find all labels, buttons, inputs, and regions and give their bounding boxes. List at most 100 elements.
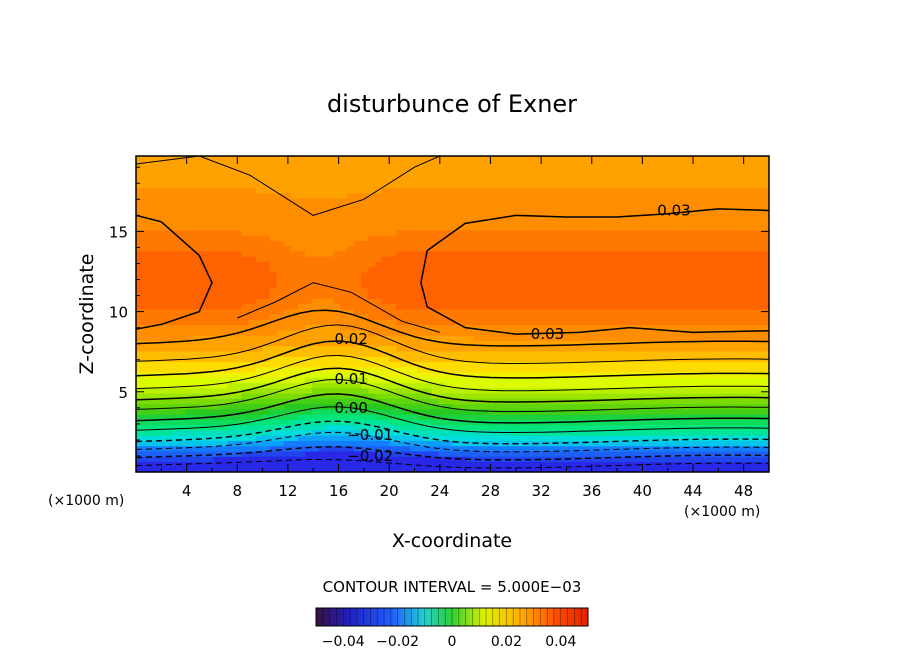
field-cell	[536, 208, 545, 215]
field-cell	[178, 224, 186, 231]
field-cell	[410, 266, 418, 273]
field-cell	[417, 324, 425, 331]
field-cell	[297, 340, 306, 347]
field-cell	[332, 440, 341, 447]
field-cell	[234, 456, 243, 463]
field-cell	[213, 161, 221, 168]
field-cell	[136, 456, 144, 463]
field-cell	[375, 450, 383, 457]
field-cell	[670, 466, 679, 472]
field-cell	[389, 324, 397, 331]
field-cell	[572, 235, 580, 241]
field-cell	[698, 208, 707, 215]
field-cell	[705, 371, 714, 378]
field-cell	[579, 424, 587, 431]
field-cell	[311, 182, 320, 189]
field-cell	[311, 245, 320, 252]
field-cell	[241, 303, 250, 310]
field-cell	[466, 340, 475, 347]
field-cell	[586, 303, 594, 310]
field-cell	[607, 377, 615, 384]
field-cell	[438, 229, 447, 236]
field-cell	[220, 198, 229, 204]
field-cell	[691, 182, 700, 189]
field-cell	[536, 440, 545, 447]
field-cell	[705, 250, 714, 257]
field-cell	[318, 192, 327, 199]
field-cell	[522, 229, 531, 236]
field-cell	[529, 403, 538, 410]
field-cell	[171, 350, 179, 357]
field-cell	[698, 345, 707, 352]
field-cell	[389, 303, 397, 310]
field-cell	[635, 408, 643, 415]
field-cell	[192, 345, 200, 352]
field-cell	[501, 177, 510, 183]
field-cell	[522, 366, 531, 373]
field-cell	[234, 182, 243, 189]
field-cell	[621, 282, 629, 289]
field-cell	[628, 266, 636, 273]
field-cell	[269, 393, 278, 399]
field-cell	[213, 377, 221, 384]
field-cell	[586, 324, 594, 331]
field-cell	[276, 203, 285, 210]
field-cell	[255, 314, 264, 320]
field-cell	[417, 361, 425, 368]
field-cell	[712, 187, 721, 194]
field-cell	[185, 229, 193, 236]
field-cell	[234, 292, 243, 299]
field-cell	[586, 198, 594, 204]
field-cell	[164, 387, 172, 394]
field-cell	[283, 429, 292, 436]
field-cell	[508, 208, 517, 215]
field-cell	[459, 166, 468, 173]
field-cell	[396, 371, 404, 378]
field-cell	[579, 408, 587, 415]
field-cell	[494, 361, 503, 368]
field-cell	[241, 245, 250, 252]
field-cell	[347, 466, 355, 472]
field-cell	[375, 287, 383, 294]
field-cell	[361, 266, 369, 273]
field-cell	[248, 445, 257, 452]
field-cell	[614, 366, 622, 373]
field-cell	[297, 208, 306, 215]
field-cell	[607, 303, 615, 310]
field-cell	[417, 177, 425, 183]
field-cell	[185, 414, 193, 420]
field-cell	[536, 271, 545, 278]
field-cell	[269, 208, 278, 215]
field-cell	[192, 319, 200, 326]
field-cell	[508, 292, 517, 299]
field-cell	[304, 298, 313, 305]
field-cell	[318, 271, 327, 278]
field-cell	[375, 329, 383, 336]
field-cell	[227, 166, 236, 173]
field-cell	[290, 292, 299, 299]
field-cell	[227, 245, 236, 252]
field-cell	[684, 419, 693, 426]
field-cell	[663, 298, 672, 305]
field-cell	[361, 187, 369, 194]
field-cell	[157, 419, 165, 426]
field-cell	[642, 350, 651, 357]
field-cell	[543, 166, 552, 173]
field-cell	[417, 393, 425, 399]
field-cell	[600, 435, 608, 441]
field-cell	[269, 398, 278, 405]
field-cell	[255, 461, 264, 468]
field-cell	[670, 319, 679, 326]
field-cell	[501, 350, 510, 357]
field-cell	[206, 387, 214, 394]
field-cell	[311, 361, 320, 368]
field-cell	[389, 266, 397, 273]
field-cell	[705, 361, 714, 368]
field-cell	[311, 261, 320, 268]
field-cell	[487, 335, 496, 341]
field-cell	[290, 235, 299, 241]
field-cell	[361, 182, 369, 189]
field-cell	[522, 208, 531, 215]
field-cell	[705, 261, 714, 268]
field-cell	[311, 240, 320, 247]
